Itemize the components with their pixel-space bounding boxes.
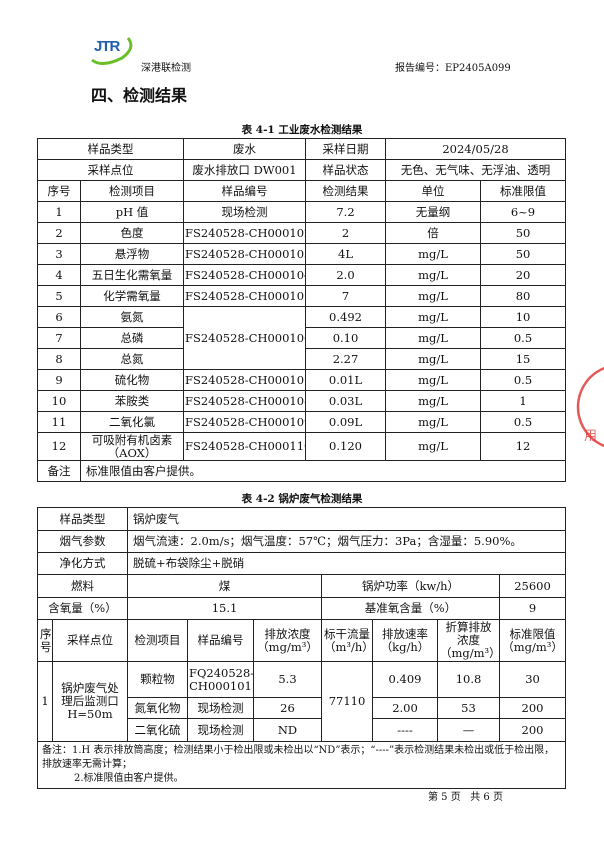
seal-stamp: 用: [576, 366, 604, 448]
table-row: 12 可吸附有机卤素（AOX） FS240528-CH000110 0.120 mg/L…: [37, 432, 567, 461]
table2-caption: 表 4-2 锅炉废气检测结果: [241, 493, 363, 505]
svg-text:用: 用: [584, 429, 597, 444]
table1-caption: 表 4-1 工业废水检测结果: [241, 124, 363, 136]
note-row: 备注 标准限值由客户提供。: [37, 460, 567, 482]
header-row: 序号 检测项目 样品编号 检测结果 单位 标准限值: [37, 180, 567, 202]
table-row: 9 硫化物 FS240528-CH000107 0.01L mg/L 0.5: [37, 369, 567, 391]
boiler-gas-table: 样品类型 锅炉废气 烟气参数 烟气流速：2.0m/s；烟气温度：57℃；烟气压力：3…: [36, 507, 567, 789]
table-row: 3 悬浮物 FS240528-CH000103 4L mg/L 50: [37, 243, 567, 265]
table-row: 6 氨氮 FS240528-CH000106 0.492 mg/L 10: [37, 306, 567, 370]
table-row: 4 五日生化需氧量 FS240528-CH000104 2.0 mg/L 20: [37, 264, 567, 286]
company-name: 深港联检测: [141, 63, 191, 74]
table-row: 5 化学需氧量 FS240528-CH000105 7 mg/L 80: [37, 285, 567, 307]
header-row: 序号 采样点位 检测项目 样品编号 排放浓度（mg/m³） 标干流量（m³/h） 排放速率（…: [37, 619, 567, 662]
info-row: 样品类型 废水 采样日期 2024/05/28: [37, 138, 567, 160]
table-row: 10 苯胺类 FS240528-CH000108 0.03L mg/L 1: [37, 390, 567, 412]
wastewater-table: 样品类型 废水 采样日期 2024/05/28 采样点位 废水排放口 DW001 样品状态无…: [37, 138, 567, 482]
table-row: 1 pH 值现场检测 7.2 无量纲 6~9: [37, 201, 567, 223]
page-number: 第 5 页 共 6 页: [428, 792, 503, 803]
table2-note: 备注：1.H 表示排放筒高度；检测结果小于检出限或未检出以“ND”表示；“---…: [36, 741, 567, 789]
info-row: 采样点位 废水排放口 DW001 样品状态 无色、无气味、无浮油、透明: [37, 159, 567, 181]
table-row: 2 色度 FS240528-CH000102 2 倍 50: [37, 222, 567, 244]
report-number: 报告编号：EP2405A099: [395, 63, 511, 74]
logo: JTR: [88, 34, 133, 65]
table-row: 11 二氧化氯 FS240528-CH000109 0.09L mg/L 0.5: [37, 411, 567, 433]
section-title: 四、检测结果: [91, 86, 188, 105]
